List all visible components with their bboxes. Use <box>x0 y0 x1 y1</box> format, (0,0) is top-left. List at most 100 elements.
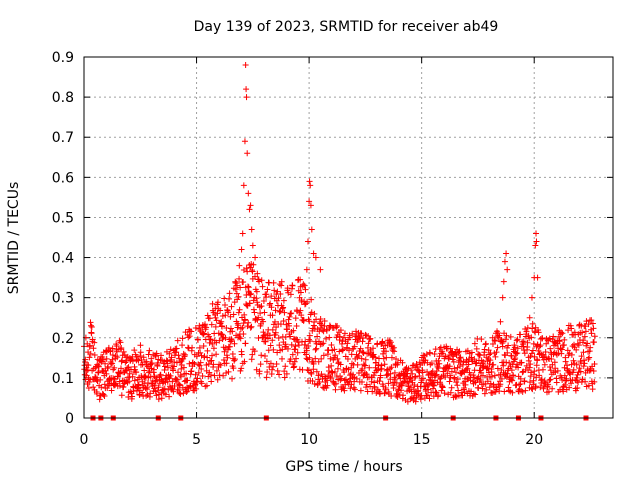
data-point <box>358 330 365 337</box>
data-point <box>137 353 144 360</box>
data-point <box>217 362 224 369</box>
data-point <box>306 354 313 361</box>
data-point <box>241 358 248 365</box>
marks-layer <box>81 62 598 421</box>
data-point <box>423 392 430 399</box>
data-point <box>356 333 363 340</box>
data-point <box>581 357 588 364</box>
data-point <box>366 364 373 371</box>
data-point <box>153 374 160 381</box>
data-point <box>399 359 406 366</box>
data-point <box>536 343 543 350</box>
data-point <box>175 352 182 359</box>
data-point <box>488 373 495 380</box>
data-point <box>197 349 204 356</box>
data-point <box>229 328 236 335</box>
data-point <box>110 375 117 382</box>
x-tick-label: 5 <box>192 432 201 448</box>
data-point <box>459 361 466 368</box>
peak-point <box>532 242 539 249</box>
data-point <box>193 353 200 360</box>
data-point <box>589 320 596 327</box>
data-point <box>253 366 260 373</box>
data-point <box>238 365 245 372</box>
data-point <box>119 357 126 364</box>
data-point <box>198 365 205 372</box>
data-point <box>296 342 303 349</box>
data-point <box>586 348 593 355</box>
data-point <box>301 341 308 348</box>
data-point <box>228 303 235 310</box>
data-point <box>577 368 584 375</box>
data-point <box>129 358 136 365</box>
data-point <box>118 358 125 365</box>
data-point <box>561 341 568 348</box>
data-point <box>95 369 102 376</box>
peak-point <box>526 314 533 321</box>
data-point <box>135 381 142 388</box>
data-point <box>581 333 588 340</box>
data-point <box>521 350 528 357</box>
data-point <box>345 347 352 354</box>
data-point <box>203 382 210 389</box>
data-point <box>173 349 180 356</box>
data-point <box>87 350 94 357</box>
peak-point <box>238 246 245 253</box>
data-point <box>561 336 568 343</box>
data-point <box>260 318 267 325</box>
data-point <box>566 384 573 391</box>
x-axis-label: GPS time / hours <box>285 459 402 475</box>
data-point <box>349 330 356 337</box>
data-point <box>296 366 303 373</box>
data-point <box>344 356 351 363</box>
data-point <box>234 296 241 303</box>
data-point <box>192 324 199 331</box>
data-point <box>574 384 581 391</box>
data-point <box>487 357 494 364</box>
data-point <box>411 374 418 381</box>
data-point <box>158 395 165 402</box>
data-point <box>297 307 304 314</box>
data-point <box>347 385 354 392</box>
data-point <box>289 282 296 289</box>
data-point <box>526 379 533 386</box>
peak-point <box>533 230 540 237</box>
data-point <box>327 373 334 380</box>
data-point <box>241 316 248 323</box>
data-point <box>479 385 486 392</box>
data-point <box>206 339 213 346</box>
data-point <box>154 360 161 367</box>
data-point <box>101 381 108 388</box>
data-point <box>293 322 300 329</box>
data-point <box>281 309 288 316</box>
data-point <box>184 377 191 384</box>
data-point <box>209 340 216 347</box>
peak-point <box>499 294 506 301</box>
data-point <box>591 378 598 385</box>
data-point <box>509 377 516 384</box>
data-point <box>237 284 244 291</box>
data-point <box>280 297 287 304</box>
tick-layer: 0 0.1 0.2 0.3 0.4 0.5 0.6 0.7 0.8 0.9 0 5 10 15 20 <box>52 50 613 448</box>
data-point <box>358 378 365 385</box>
data-point <box>339 347 346 354</box>
data-point <box>286 322 293 329</box>
data-point <box>232 286 239 293</box>
data-point <box>508 352 515 359</box>
data-point <box>428 389 435 396</box>
data-point <box>196 344 203 351</box>
data-point <box>334 355 341 362</box>
data-point <box>321 317 328 324</box>
data-point <box>448 384 455 391</box>
data-point <box>389 347 396 354</box>
data-point <box>535 329 542 336</box>
data-point <box>139 389 146 396</box>
data-point <box>372 354 379 361</box>
data-point <box>283 370 290 377</box>
data-point <box>118 345 125 352</box>
data-point <box>284 345 291 352</box>
data-point <box>558 350 565 357</box>
data-point <box>545 381 552 388</box>
data-point <box>180 364 187 371</box>
